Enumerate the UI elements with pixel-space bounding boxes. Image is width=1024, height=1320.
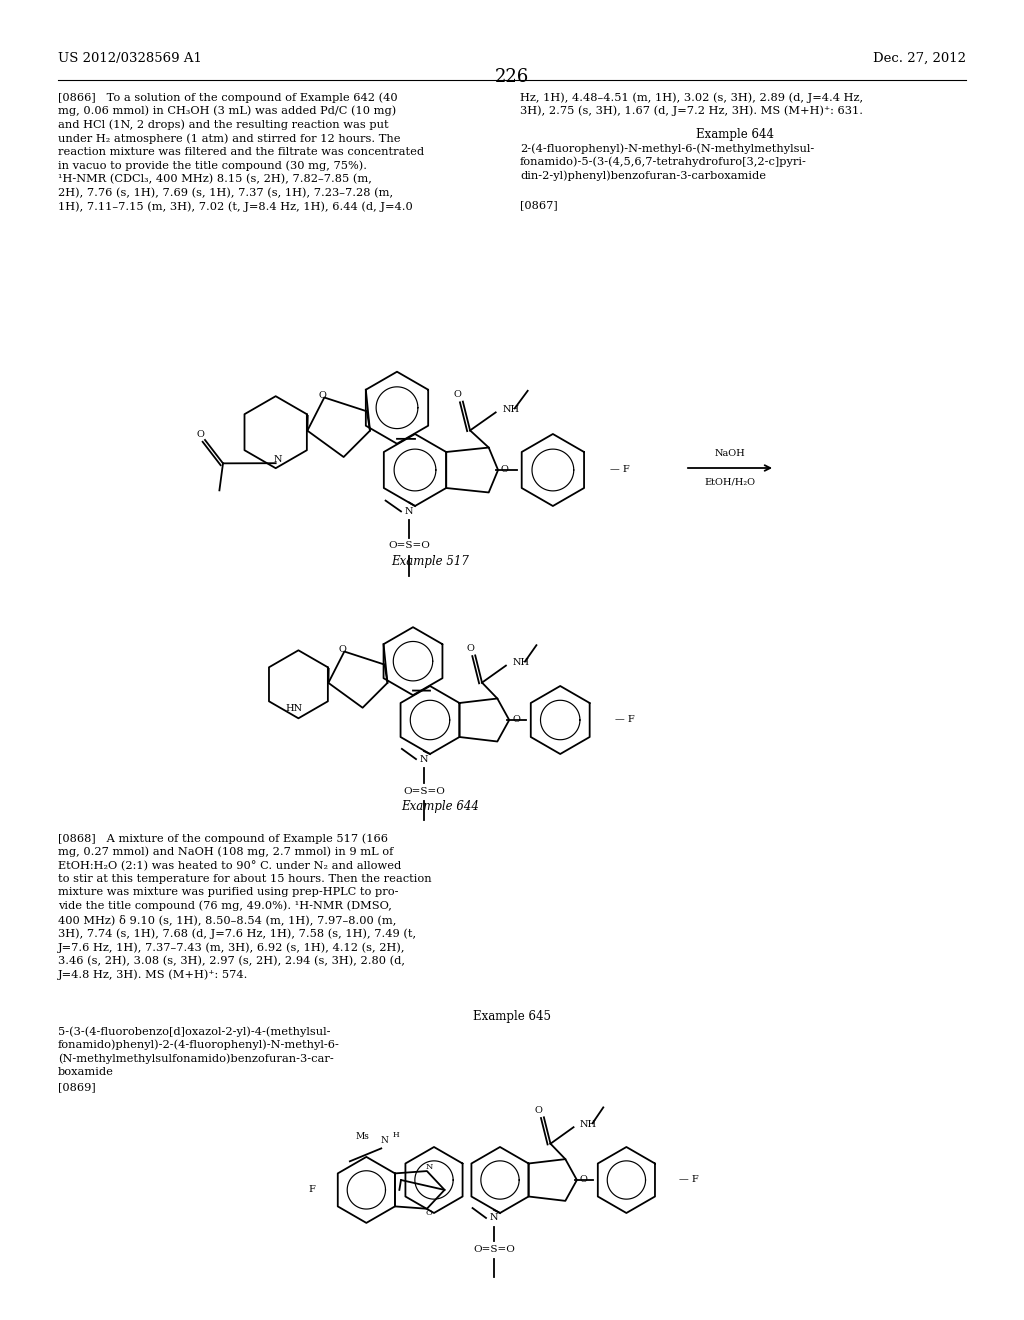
Text: O=S=O: O=S=O — [388, 541, 430, 550]
Text: — F: — F — [614, 715, 635, 725]
Text: O: O — [466, 644, 474, 653]
Text: NH: NH — [580, 1119, 597, 1129]
Text: N: N — [425, 1163, 432, 1171]
Text: EtOH/H₂O: EtOH/H₂O — [705, 478, 756, 487]
Text: [0867]: [0867] — [520, 201, 558, 210]
Text: N: N — [420, 755, 428, 763]
Text: — F: — F — [679, 1176, 699, 1184]
Text: H: H — [393, 1131, 399, 1139]
Text: NH: NH — [502, 405, 519, 414]
Text: [0868]   A mixture of the compound of Example 517 (166
mg, 0.27 mmol) and NaOH (: [0868] A mixture of the compound of Exam… — [58, 833, 432, 981]
Text: F: F — [308, 1185, 315, 1195]
Text: NH: NH — [512, 659, 529, 667]
Text: Example 645: Example 645 — [473, 1010, 551, 1023]
Text: O: O — [318, 391, 327, 400]
Text: O=S=O: O=S=O — [473, 1245, 515, 1254]
Text: Ms: Ms — [355, 1133, 370, 1140]
Text: — F: — F — [610, 466, 630, 474]
Text: Example 517: Example 517 — [391, 554, 469, 568]
Text: O: O — [512, 715, 520, 725]
Text: NaOH: NaOH — [715, 450, 745, 458]
Text: N: N — [380, 1137, 388, 1144]
Text: O: O — [535, 1106, 543, 1115]
Text: N: N — [273, 454, 282, 463]
Text: HN: HN — [286, 704, 303, 713]
Text: O: O — [500, 466, 508, 474]
Text: 2-(4-fluorophenyl)-N-methyl-6-(N-methylmethylsul-
fonamido)-5-(3-(4,5,6,7-tetrah: 2-(4-fluorophenyl)-N-methyl-6-(N-methylm… — [520, 143, 814, 181]
Text: Example 644: Example 644 — [401, 800, 479, 813]
Text: Example 644: Example 644 — [696, 128, 774, 141]
Text: 5-(3-(4-fluorobenzo[d]oxazol-2-yl)-4-(methylsul-
fonamido)phenyl)-2-(4-fluorophe: 5-(3-(4-fluorobenzo[d]oxazol-2-yl)-4-(me… — [58, 1026, 340, 1077]
Text: [0869]: [0869] — [58, 1082, 96, 1092]
Text: O: O — [196, 430, 204, 440]
Text: [0866]   To a solution of the compound of Example 642 (40
mg, 0.06 mmol) in CH₃O: [0866] To a solution of the compound of … — [58, 92, 424, 211]
Text: 226: 226 — [495, 69, 529, 86]
Text: Dec. 27, 2012: Dec. 27, 2012 — [873, 51, 966, 65]
Text: O: O — [426, 1209, 432, 1217]
Text: N: N — [489, 1213, 499, 1222]
Text: O: O — [454, 391, 462, 399]
Text: O=S=O: O=S=O — [403, 787, 445, 796]
Text: O: O — [580, 1176, 588, 1184]
Text: O: O — [338, 645, 346, 653]
Text: US 2012/0328569 A1: US 2012/0328569 A1 — [58, 51, 202, 65]
Text: Hz, 1H), 4.48–4.51 (m, 1H), 3.02 (s, 3H), 2.89 (d, J=4.4 Hz,
3H), 2.75 (s, 3H), : Hz, 1H), 4.48–4.51 (m, 1H), 3.02 (s, 3H)… — [520, 92, 863, 116]
Text: N: N — [404, 507, 414, 516]
